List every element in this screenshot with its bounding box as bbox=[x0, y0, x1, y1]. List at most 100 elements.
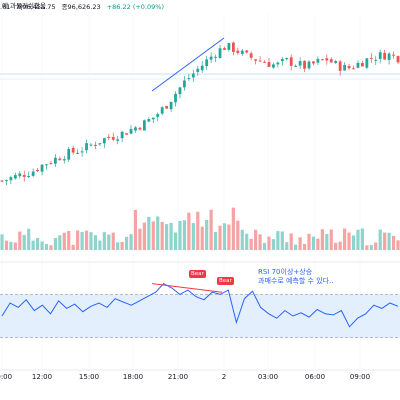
volume-bar bbox=[178, 220, 182, 250]
volume-bar bbox=[329, 229, 333, 250]
candle-up bbox=[147, 119, 151, 122]
volume-bar bbox=[276, 231, 280, 250]
candle-up bbox=[142, 120, 146, 131]
candle-up bbox=[374, 59, 378, 61]
volume-bar bbox=[107, 234, 111, 250]
volume-bar bbox=[31, 240, 35, 250]
bear-signal-1[interactable]: Bear bbox=[189, 270, 206, 278]
candle-down bbox=[111, 137, 115, 140]
candle-up bbox=[280, 58, 284, 62]
volume-bar bbox=[343, 228, 347, 250]
x-tick-8: 09:00 bbox=[349, 373, 371, 381]
candle-up bbox=[378, 52, 382, 60]
candle-up bbox=[307, 61, 311, 69]
price-partial: .61 bbox=[0, 3, 11, 11]
volume-bar bbox=[191, 223, 195, 250]
volume-bar bbox=[165, 224, 169, 250]
volume-bar bbox=[316, 238, 320, 250]
annotation-line-1: RSI 70이상+상승 bbox=[258, 268, 313, 276]
volume-bar bbox=[258, 234, 262, 250]
rsi-divergence-line bbox=[151, 283, 223, 293]
candle-up bbox=[27, 176, 31, 178]
candle-up bbox=[120, 131, 124, 139]
candle-down bbox=[71, 147, 75, 153]
candle-down bbox=[369, 57, 373, 59]
candle-down bbox=[249, 53, 253, 58]
volume-bar bbox=[9, 241, 13, 250]
candle-down bbox=[94, 144, 97, 146]
volume-bar bbox=[98, 240, 102, 250]
volume-bar bbox=[249, 238, 253, 250]
volume-bar bbox=[231, 207, 235, 250]
candle-up bbox=[174, 93, 177, 103]
x-tick-6: 03:00 bbox=[257, 373, 279, 381]
rsi-line bbox=[1, 282, 399, 328]
candle-up bbox=[76, 152, 80, 154]
candle-down bbox=[125, 133, 128, 135]
candle-up bbox=[45, 164, 48, 166]
x-tick-5: 2 bbox=[221, 373, 227, 381]
candle-down bbox=[392, 54, 395, 56]
volume-bar bbox=[151, 221, 155, 250]
volume-bar bbox=[334, 242, 338, 250]
bear-signal-2[interactable]: Bear bbox=[217, 277, 234, 285]
volume-bar bbox=[320, 229, 324, 250]
volume-bar bbox=[387, 232, 391, 250]
volume-bar bbox=[285, 242, 289, 250]
candle-up bbox=[129, 129, 133, 134]
volume-bar bbox=[227, 224, 231, 250]
volume-bar bbox=[245, 233, 249, 250]
volume-bar bbox=[391, 235, 396, 250]
volume-bar bbox=[0, 234, 4, 250]
rsi-annotation: RSI 70이상+상승 과매수로 예측할 수 있다.. bbox=[258, 268, 334, 286]
close-label: 종96,626.23 bbox=[61, 3, 101, 11]
candle-up bbox=[316, 58, 320, 63]
candle-down bbox=[49, 163, 53, 165]
volume-bar bbox=[49, 245, 53, 250]
candle-up bbox=[53, 157, 57, 164]
candle-down bbox=[165, 106, 169, 109]
volume-bar bbox=[133, 209, 138, 250]
candle-up bbox=[218, 48, 222, 58]
candle-up bbox=[200, 65, 204, 71]
candle-up bbox=[89, 144, 93, 146]
volume-bar bbox=[302, 243, 307, 250]
volume-bar bbox=[182, 220, 187, 250]
candle-down bbox=[36, 169, 39, 172]
candle-up bbox=[276, 62, 280, 65]
candle-up bbox=[205, 59, 209, 67]
volume-bar bbox=[116, 242, 120, 250]
volume-bar bbox=[307, 233, 311, 250]
volume-bar bbox=[267, 236, 271, 250]
volume-bar bbox=[84, 230, 89, 250]
volume-bar bbox=[102, 232, 106, 250]
volume-bar bbox=[160, 221, 164, 250]
candle-down bbox=[352, 68, 355, 70]
volume-bar bbox=[374, 242, 378, 250]
low-label: 저96,455.75 bbox=[16, 3, 56, 11]
candle-up bbox=[134, 127, 137, 131]
candle-down bbox=[231, 42, 235, 52]
volume-bar bbox=[396, 240, 400, 250]
x-tick-3: 18:00 bbox=[122, 373, 144, 381]
candle-down bbox=[383, 52, 387, 60]
volume-bar bbox=[67, 230, 71, 250]
candle-down bbox=[107, 136, 111, 138]
candle-up bbox=[196, 68, 200, 72]
price-trendline bbox=[151, 37, 225, 92]
candle-up bbox=[183, 80, 186, 88]
annotation-line-2: 과매수로 예측할 수 있다.. bbox=[258, 277, 334, 285]
volume-bar bbox=[44, 243, 49, 250]
ohlc-header: .61 저96,455.75 종96,626.23 +86.22 (+0.09%… bbox=[0, 0, 168, 14]
candle-down bbox=[223, 48, 226, 50]
candle-up bbox=[356, 62, 360, 68]
candle-down bbox=[303, 60, 306, 69]
candle-up bbox=[102, 138, 106, 144]
candle-up bbox=[62, 159, 66, 161]
volume-bar bbox=[22, 234, 26, 250]
candle-down bbox=[254, 59, 258, 61]
volume-bar bbox=[80, 231, 84, 250]
volume-bar bbox=[236, 220, 240, 250]
volume-bar bbox=[200, 226, 204, 250]
